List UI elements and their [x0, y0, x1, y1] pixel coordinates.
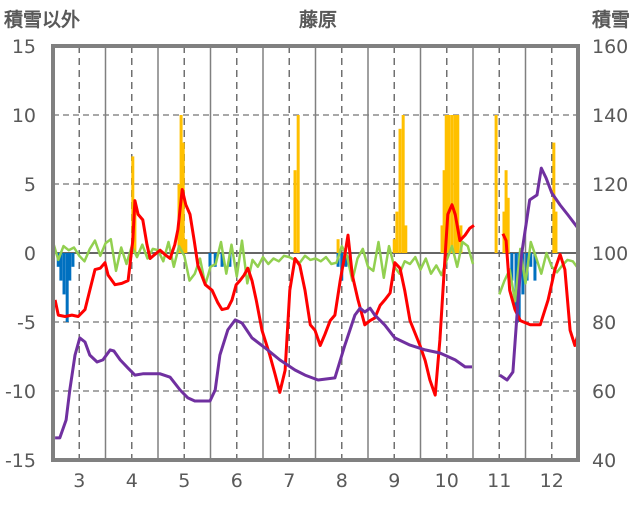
right-axis-title: 積雪	[592, 8, 630, 31]
bar-positive	[447, 115, 451, 253]
bar-positive	[494, 115, 498, 253]
x-tick-label: 11	[487, 470, 511, 492]
bar-positive	[398, 128, 402, 253]
bar-negative	[71, 253, 75, 267]
x-tick-label: 8	[336, 470, 348, 492]
right-tick-label: 80	[592, 312, 616, 334]
x-tick-label: 6	[231, 470, 243, 492]
x-tick-label: 9	[388, 470, 400, 492]
x-tick-label: 7	[283, 470, 295, 492]
bar-positive	[293, 170, 297, 253]
right-tick-label: 100	[592, 243, 628, 265]
bar-positive	[450, 115, 454, 253]
bar-positive	[131, 156, 135, 253]
right-tick-label: 160	[592, 36, 628, 58]
red-series-line	[501, 233, 580, 347]
purple-snow-depth-line	[55, 306, 472, 440]
x-tick-label: 5	[178, 470, 190, 492]
lines	[51, 166, 580, 440]
right-tick-label: 60	[592, 381, 616, 403]
bar-negative	[68, 253, 72, 281]
bar-negative	[213, 253, 217, 267]
plot-frame	[51, 44, 580, 462]
left-tick-label: 10	[12, 105, 36, 127]
gridlines	[53, 46, 578, 460]
bar-positive	[456, 115, 460, 253]
bar-positive	[442, 170, 446, 253]
bar-positive	[401, 115, 405, 253]
green-series-line	[498, 240, 579, 303]
bar-negative	[65, 253, 69, 322]
left-tick-label: 5	[24, 174, 36, 196]
bar-positive	[184, 239, 188, 253]
bar-positive	[444, 115, 448, 253]
x-tick-label: 12	[540, 470, 564, 492]
left-tick-label: 0	[24, 243, 36, 265]
bar-positive	[504, 170, 508, 253]
right-tick-label: 120	[592, 174, 628, 196]
bar-positive	[336, 239, 340, 253]
x-tick-label: 10	[435, 470, 459, 492]
left-tick-label: -15	[5, 450, 36, 472]
green-series-line	[51, 237, 475, 286]
bar-positive	[392, 239, 396, 253]
bar-positive	[179, 115, 183, 253]
left-tick-label: -10	[5, 381, 36, 403]
bar-positive	[133, 211, 137, 253]
bar-negative	[208, 253, 212, 267]
bar-positive	[506, 197, 510, 253]
bar-positive	[296, 115, 300, 253]
tick-labels: 15 10 5 0 -5 -10 -15 160 140 120 100 80 60 40 3 4 5 6 7 8 9 1…	[5, 36, 628, 492]
bar-negative	[220, 253, 224, 267]
bar-positive	[440, 225, 444, 253]
bar-negative	[510, 253, 514, 281]
bar-negative	[62, 253, 66, 295]
left-tick-label: 15	[12, 36, 36, 58]
left-tick-label: -5	[17, 312, 36, 334]
bar-positive	[502, 211, 506, 253]
left-axis-title: 積雪以外	[4, 8, 80, 31]
x-tick-label: 4	[126, 470, 138, 492]
purple-snow-depth-line	[498, 166, 580, 382]
bar-positive	[453, 115, 457, 253]
x-tick-label: 3	[73, 470, 85, 492]
bar-positive	[554, 211, 558, 253]
red-series-line	[53, 188, 475, 397]
chart-title: 藤原	[299, 8, 337, 31]
bar-negative	[529, 253, 533, 267]
bar-positive	[395, 211, 399, 253]
bar-positive	[404, 225, 408, 253]
right-tick-label: 40	[592, 450, 616, 472]
right-tick-label: 140	[592, 105, 628, 127]
bar-negative	[533, 253, 537, 281]
bar-negative	[344, 253, 348, 267]
bar-negative	[59, 253, 63, 281]
